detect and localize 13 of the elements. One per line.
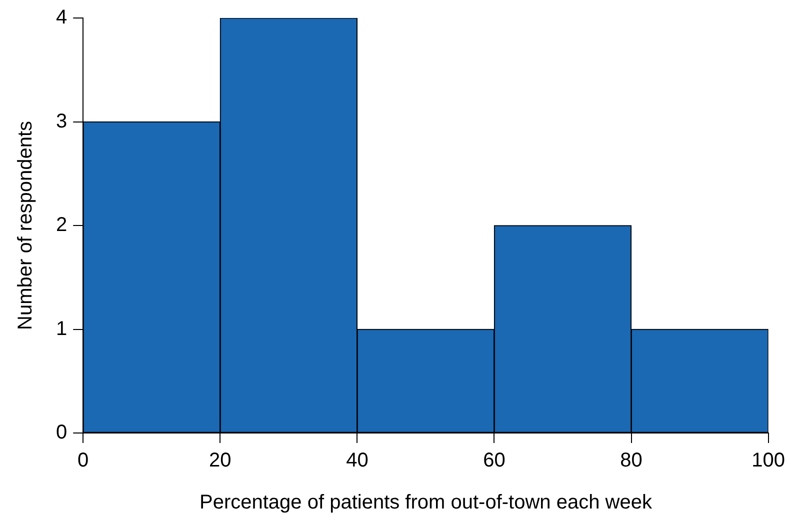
y-tick-label: 2 [56,214,68,236]
x-tick-label: 40 [346,450,368,472]
x-tick-label: 60 [483,450,506,472]
y-tick-label: 4 [56,6,68,29]
y-tick-label: 3 [56,110,68,132]
y-tick-label: 0 [56,422,68,444]
x-tick-label: 0 [78,450,89,472]
y-tick-label: 1 [56,318,68,340]
x-tick-label: 80 [620,450,642,472]
x-axis-title: Percentage of patients from out-of-town each week [199,492,653,514]
x-tick-label: 20 [209,450,232,472]
x-tick-label: 100 [752,450,786,472]
y-axis-title: Number of respondents [14,120,37,330]
